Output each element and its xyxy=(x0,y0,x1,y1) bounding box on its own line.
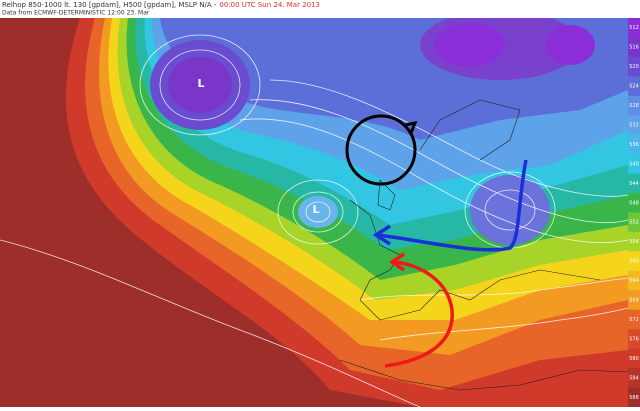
colorbar-label: 524 xyxy=(629,84,639,90)
colorbar-label: 568 xyxy=(629,298,639,304)
colorbar-swatch xyxy=(628,231,640,252)
time-text: 00:00 UTC Sun 24. Mar 2013 xyxy=(219,1,320,9)
colorbar-swatch xyxy=(628,290,640,311)
colorbar-swatch xyxy=(628,387,640,408)
colorbar-swatch xyxy=(628,115,640,136)
colorbar-swatch xyxy=(628,154,640,175)
colorbar-swatch xyxy=(628,18,640,38)
colorbar-swatch xyxy=(628,76,640,97)
field xyxy=(0,10,628,407)
colorbar-label: 532 xyxy=(629,122,639,128)
header-bg xyxy=(0,0,628,18)
colorbar-label: 572 xyxy=(629,317,639,323)
colorbar-label: 540 xyxy=(629,161,639,167)
colorbar-label: 516 xyxy=(629,45,639,51)
cold-air-arrow xyxy=(377,159,528,252)
warm-air-arrow xyxy=(384,260,454,368)
colorbar-swatch xyxy=(628,329,640,350)
colorbar-label: 536 xyxy=(629,142,639,148)
colorbar-swatch xyxy=(628,173,640,194)
colorbar-label: 520 xyxy=(629,64,639,70)
colorbar-label: 564 xyxy=(629,278,639,284)
colorbar-swatch xyxy=(628,309,640,330)
colorbar-swatch xyxy=(628,270,640,291)
colorbar-label: 548 xyxy=(629,200,639,206)
colorbar-swatch xyxy=(628,212,640,233)
title-text: Relhop 850-1000 lt. 130 [gpdam], H500 [g… xyxy=(2,1,217,9)
colorbar-swatch xyxy=(628,193,640,213)
low-label: L xyxy=(197,77,204,90)
colorbar-label: 528 xyxy=(629,103,639,109)
colorbar-swatch xyxy=(628,134,640,155)
header-title: Relhop 850-1000 lt. 130 [gpdam], H500 [g… xyxy=(2,1,320,9)
header-source: Data from ECMWF-DETERMINISTIC 12:00 23. … xyxy=(2,10,150,17)
colorbar-swatch xyxy=(628,348,640,369)
colorbar-label: 580 xyxy=(629,356,639,362)
low-label: L xyxy=(312,203,319,216)
colorbar-label: 560 xyxy=(629,259,639,265)
colorbar-label: 588 xyxy=(629,395,639,401)
colorbar: 512 516 520 524 528 532 536 540 544 548 552 556 560 5… xyxy=(628,18,640,408)
colorbar-label: 512 xyxy=(629,25,639,31)
colorbar-label: 584 xyxy=(629,375,639,381)
circulation-arrow xyxy=(345,114,417,186)
colorbar-swatch xyxy=(628,368,640,389)
colorbar-label: 576 xyxy=(629,336,639,342)
arrow-head xyxy=(372,224,391,246)
colorbar-label: 556 xyxy=(629,239,639,245)
colorbar-label: 544 xyxy=(629,181,639,187)
arrow-head xyxy=(404,120,418,134)
coastlines xyxy=(339,99,629,391)
isobars xyxy=(0,34,629,408)
colorbar-swatch xyxy=(628,251,640,272)
colorbar-swatch xyxy=(628,95,640,116)
colorbar-swatch xyxy=(628,37,640,58)
colorbar-label: 552 xyxy=(629,220,639,226)
arrow-head xyxy=(388,252,405,272)
colorbar-swatch xyxy=(628,56,640,77)
